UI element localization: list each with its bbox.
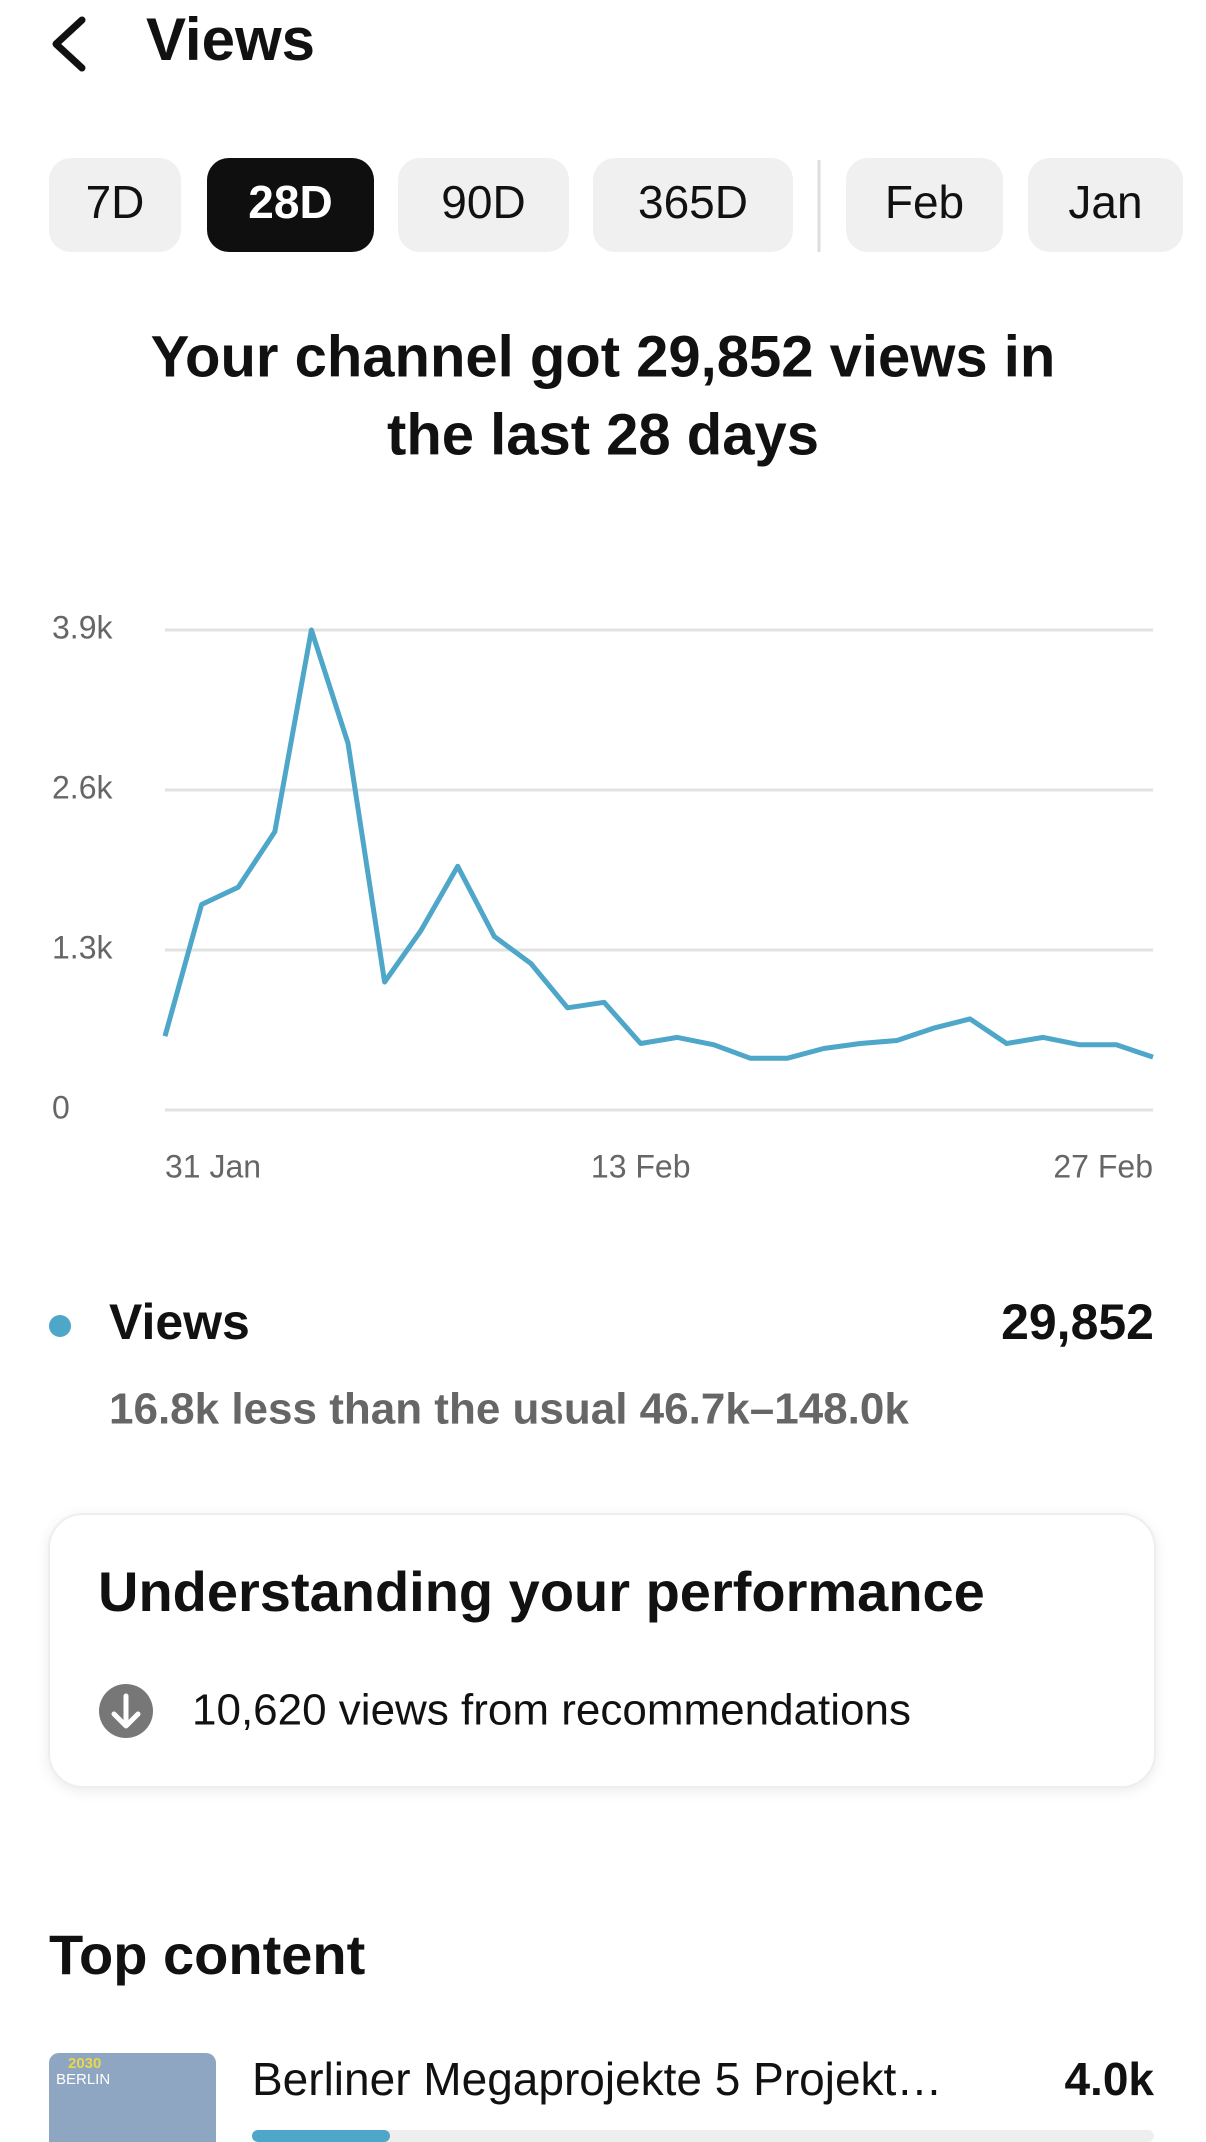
- total-views: 29,852: [1001, 1294, 1154, 1350]
- back-button[interactable]: [52, 16, 86, 72]
- legend-label: Views: [109, 1294, 250, 1350]
- section-title: Top content: [49, 1923, 365, 1986]
- tab[interactable]: [846, 158, 1003, 252]
- tab-label: Feb: [885, 176, 964, 228]
- thumbnail-text: BERLIN: [56, 2071, 110, 2088]
- headline: the last 28 days: [387, 402, 819, 467]
- card-title: Understanding your performance: [98, 1560, 985, 1623]
- x-tick-label: 13 Feb: [591, 1148, 691, 1184]
- tab-label: Jan: [1068, 176, 1142, 228]
- thumbnail-text: 2030: [68, 2055, 101, 2072]
- y-tick-label: 1.3k: [52, 929, 113, 965]
- video-title[interactable]: Berliner Megaprojekte 5 Projekt…: [252, 2053, 942, 2105]
- data-line: [162, 627, 1154, 1061]
- tab-bar: 7D 28D 90D 365D Feb Jan: [49, 158, 1183, 252]
- legend-dot: [49, 1315, 71, 1337]
- card-item: 10,620 views from recommendations: [192, 1686, 911, 1735]
- headline: Your channel got 29,852 views in: [151, 324, 1056, 389]
- y-tick-label: 3.9k: [52, 609, 113, 645]
- tab[interactable]: [1028, 158, 1183, 252]
- down-icon-arrow: [111, 1693, 141, 1729]
- page-title: Views: [146, 6, 315, 73]
- x-tick-label: 31 Jan: [165, 1148, 261, 1184]
- video-views: 4.0k: [1064, 2053, 1154, 2105]
- progress-bar: [252, 2130, 390, 2142]
- tab[interactable]: [49, 158, 181, 252]
- tab[interactable]: [207, 158, 374, 252]
- chart: 0 1.3k 2.6k 3.9k 31 Jan 13 Feb 27 Feb: [52, 609, 1154, 1184]
- tab[interactable]: [593, 158, 793, 252]
- tab-label: 7D: [86, 176, 145, 228]
- progress-track: [252, 2130, 1154, 2142]
- x-tick-label: 27 Feb: [1053, 1148, 1153, 1184]
- tab-label: 28D: [248, 176, 332, 228]
- comparison: 16.8k less than the usual 46.7k–148.0k: [109, 1385, 909, 1434]
- performance-card[interactable]: [48, 1513, 1156, 1788]
- tab-label: 365D: [638, 176, 748, 228]
- tab[interactable]: [398, 158, 569, 252]
- tab-label: 90D: [441, 176, 525, 228]
- y-tick-label: 2.6k: [52, 769, 113, 805]
- y-tick-label: 0: [52, 1089, 70, 1125]
- thumbnail[interactable]: [49, 2053, 216, 2142]
